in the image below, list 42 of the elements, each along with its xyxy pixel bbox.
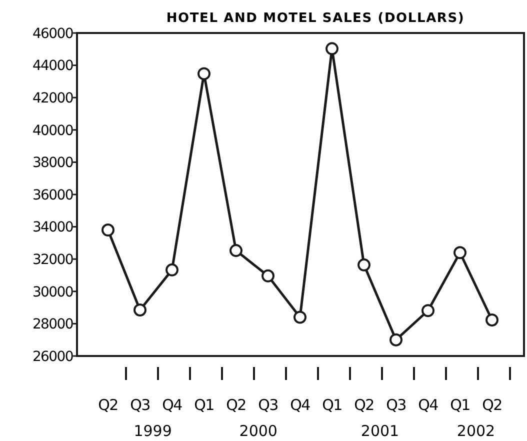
y-tick-label: 34000 <box>32 220 73 236</box>
y-tick-label: 44000 <box>32 58 73 74</box>
x-tick-label: Q3 <box>130 396 150 414</box>
point <box>422 304 434 318</box>
point <box>358 258 370 272</box>
x-tick-label: Q2 <box>98 396 118 414</box>
point <box>134 303 146 316</box>
point <box>166 263 178 276</box>
y-tick-label: 36000 <box>32 187 73 204</box>
text: 1999 <box>134 422 172 440</box>
point <box>262 269 274 282</box>
point <box>390 333 402 346</box>
y-tick-label: 32000 <box>32 252 73 268</box>
y-tick-label: 38000 <box>32 155 73 172</box>
y-tick-label: 26000 <box>32 348 73 365</box>
text: 2000 <box>239 422 278 440</box>
x-tick-label: Q2 <box>354 396 374 414</box>
text: 2001 <box>360 422 400 440</box>
x-tick-label: Q1 <box>194 396 214 414</box>
x-tick-label: Q3 <box>386 396 406 414</box>
x-tick-label: Q4 <box>162 396 182 414</box>
y-tick-label: 42000 <box>32 90 73 106</box>
x-tick-label: Q4 <box>418 396 438 414</box>
point <box>294 310 306 324</box>
x-tick-label: Q3 <box>258 396 278 414</box>
point <box>198 67 210 80</box>
y-tick-label: 40000 <box>32 122 73 139</box>
x-tick-label: Q4 <box>290 396 310 414</box>
point <box>486 313 498 326</box>
x-tick-label: Q2 <box>482 396 502 414</box>
x-tick-label: Q1 <box>450 396 470 414</box>
y-tick-label: 46000 <box>32 26 73 42</box>
x-tick-label: Q1 <box>322 396 342 414</box>
y-tick-label: 30000 <box>32 284 73 300</box>
chart-title: HOTEL AND MOTEL SALES (DOLLARS) <box>166 11 465 26</box>
point <box>230 244 242 258</box>
y-tick-label: 28000 <box>32 316 73 333</box>
text: 2002 <box>456 422 496 440</box>
point <box>454 246 466 260</box>
point <box>326 42 338 56</box>
point <box>102 224 114 237</box>
x-tick-label: Q2 <box>226 396 246 414</box>
